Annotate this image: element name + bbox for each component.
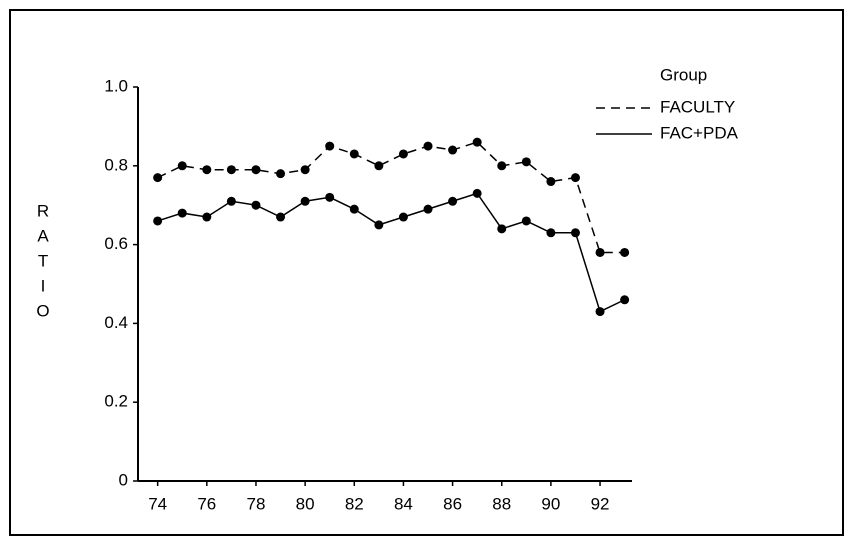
data-point [497, 161, 507, 171]
legend-label: FAC+PDA [660, 123, 739, 142]
data-point [546, 177, 556, 187]
y-tick-label: 0 [119, 470, 128, 489]
legend-label: FACULTY [660, 97, 735, 116]
x-tick-label: 84 [394, 494, 413, 513]
data-point [202, 165, 212, 175]
data-point [202, 212, 212, 222]
data-point [620, 247, 630, 257]
data-point [177, 161, 187, 171]
data-point [472, 137, 482, 147]
x-tick-label: 86 [443, 494, 462, 513]
data-point [521, 157, 531, 167]
x-tick-label: 76 [197, 494, 216, 513]
data-point [276, 169, 286, 179]
y-tick-label: 0.8 [104, 155, 128, 174]
data-point [570, 173, 580, 183]
data-point [226, 196, 236, 206]
data-point [398, 149, 408, 159]
y-tick-label: 1.0 [104, 76, 128, 95]
y-tick-label: 0.2 [104, 392, 128, 411]
data-point [251, 200, 261, 210]
legend-title: Group [660, 65, 707, 84]
data-point [620, 295, 630, 305]
data-point [226, 165, 236, 175]
x-tick-label: 90 [541, 494, 560, 513]
x-tick-label: 80 [296, 494, 315, 513]
data-point [448, 196, 458, 206]
x-tick-label: 78 [247, 494, 266, 513]
data-point [251, 165, 261, 175]
data-point [153, 173, 163, 183]
data-point [497, 224, 507, 234]
data-point [276, 212, 286, 222]
data-point [349, 149, 359, 159]
data-point [300, 165, 310, 175]
y-tick-label: 0.6 [104, 234, 128, 253]
data-point [325, 192, 335, 202]
data-point [398, 212, 408, 222]
series-line [157, 192, 625, 313]
data-point [448, 145, 458, 155]
data-point [423, 141, 433, 151]
data-point [521, 216, 531, 226]
data-point [546, 228, 556, 238]
series-line [157, 141, 625, 254]
data-point [300, 196, 310, 206]
data-point [595, 307, 605, 317]
frame [9, 9, 844, 536]
data-point [374, 220, 384, 230]
data-point [177, 208, 187, 218]
x-tick-label: 74 [148, 494, 167, 513]
data-point [570, 228, 580, 238]
data-point [472, 188, 482, 198]
data-point [349, 204, 359, 214]
x-tick-label: 82 [345, 494, 364, 513]
data-point [423, 204, 433, 214]
data-point [153, 216, 163, 226]
x-tick-label: 92 [591, 494, 610, 513]
y-axis-label: RATIO [34, 202, 53, 327]
data-point [325, 141, 335, 151]
y-tick-label: 0.4 [104, 313, 128, 332]
data-point [374, 161, 384, 171]
x-tick-label: 88 [492, 494, 511, 513]
data-point [595, 247, 605, 257]
